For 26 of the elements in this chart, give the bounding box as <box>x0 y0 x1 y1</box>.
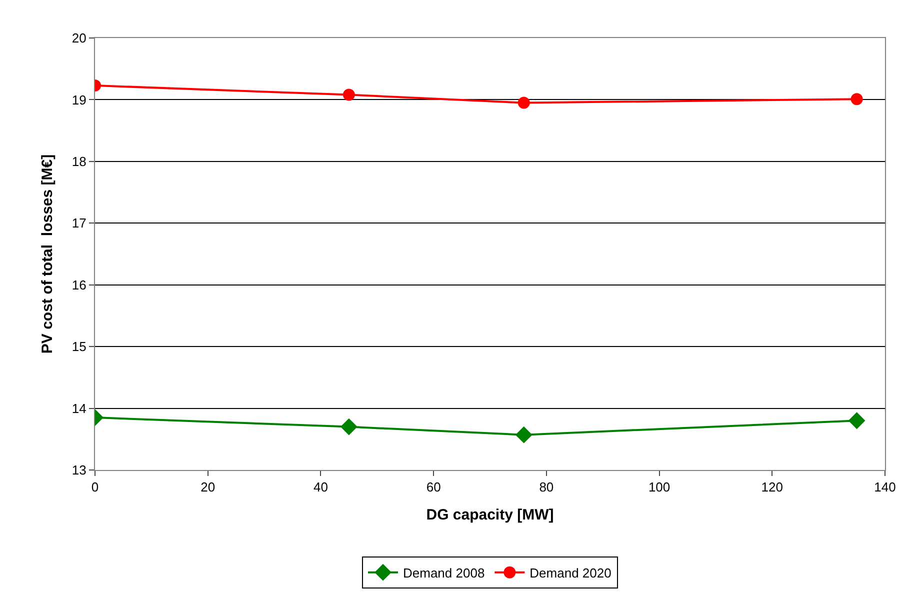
x-tick-label: 80 <box>539 480 554 495</box>
point <box>342 88 355 101</box>
x-tick-label: 40 <box>313 480 328 495</box>
point <box>515 426 532 444</box>
point <box>518 96 530 109</box>
y-axis-title: PV cost of total losses [M€] <box>39 154 56 354</box>
x-tick-label: 140 <box>874 480 896 495</box>
x-tick-label: 0 <box>91 480 99 495</box>
point <box>850 93 863 106</box>
x-tick-label: 60 <box>426 480 441 495</box>
legend-label: Demand 2020 <box>530 565 612 580</box>
y-tick-label: 14 <box>72 400 86 416</box>
x-tick-label: 120 <box>761 480 783 495</box>
y-tick-label: 19 <box>72 92 86 108</box>
y-tick-label: 13 <box>72 462 86 478</box>
y-tick-label: 17 <box>72 216 86 231</box>
y-tick-label: 16 <box>72 277 86 292</box>
x-axis-title: DG capacity [MW] <box>426 506 554 524</box>
y-tick-label: 20 <box>72 30 86 46</box>
x-tick-label: 100 <box>648 480 670 495</box>
y-tick-label: 15 <box>72 339 86 354</box>
x-tick-label: 20 <box>200 480 216 495</box>
point <box>340 418 358 436</box>
y-tick-label: 18 <box>72 154 86 169</box>
legend-label: Demand 2008 <box>403 565 485 580</box>
point <box>848 412 866 430</box>
